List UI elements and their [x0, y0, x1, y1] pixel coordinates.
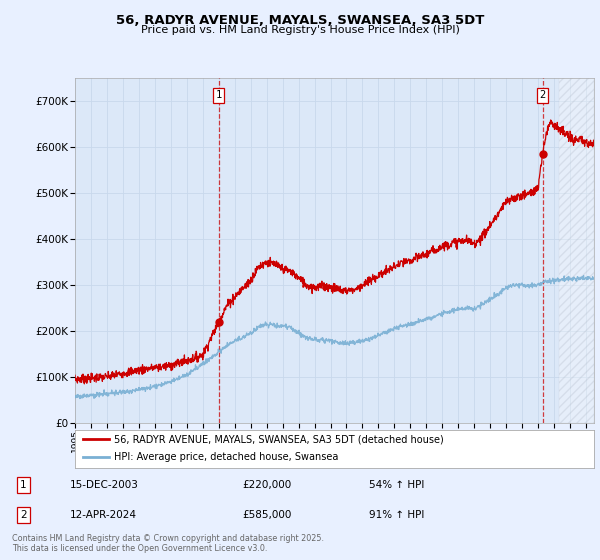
Text: HPI: Average price, detached house, Swansea: HPI: Average price, detached house, Swan… — [114, 452, 338, 462]
Text: Price paid vs. HM Land Registry's House Price Index (HPI): Price paid vs. HM Land Registry's House … — [140, 25, 460, 35]
Text: 56, RADYR AVENUE, MAYALS, SWANSEA, SA3 5DT: 56, RADYR AVENUE, MAYALS, SWANSEA, SA3 5… — [116, 14, 484, 27]
Text: 15-DEC-2003: 15-DEC-2003 — [70, 480, 139, 490]
Text: 2: 2 — [20, 510, 27, 520]
Text: 1: 1 — [20, 480, 27, 490]
Text: £220,000: £220,000 — [242, 480, 292, 490]
Text: £585,000: £585,000 — [242, 510, 292, 520]
Text: 12-APR-2024: 12-APR-2024 — [70, 510, 137, 520]
Text: This data is licensed under the Open Government Licence v3.0.: This data is licensed under the Open Gov… — [12, 544, 268, 553]
Text: 56, RADYR AVENUE, MAYALS, SWANSEA, SA3 5DT (detached house): 56, RADYR AVENUE, MAYALS, SWANSEA, SA3 5… — [114, 434, 443, 444]
Text: 54% ↑ HPI: 54% ↑ HPI — [369, 480, 424, 490]
Text: Contains HM Land Registry data © Crown copyright and database right 2025.: Contains HM Land Registry data © Crown c… — [12, 534, 324, 543]
Bar — [559, 78, 594, 423]
Text: 2: 2 — [539, 91, 546, 100]
Text: 1: 1 — [215, 91, 222, 100]
Text: 91% ↑ HPI: 91% ↑ HPI — [369, 510, 424, 520]
